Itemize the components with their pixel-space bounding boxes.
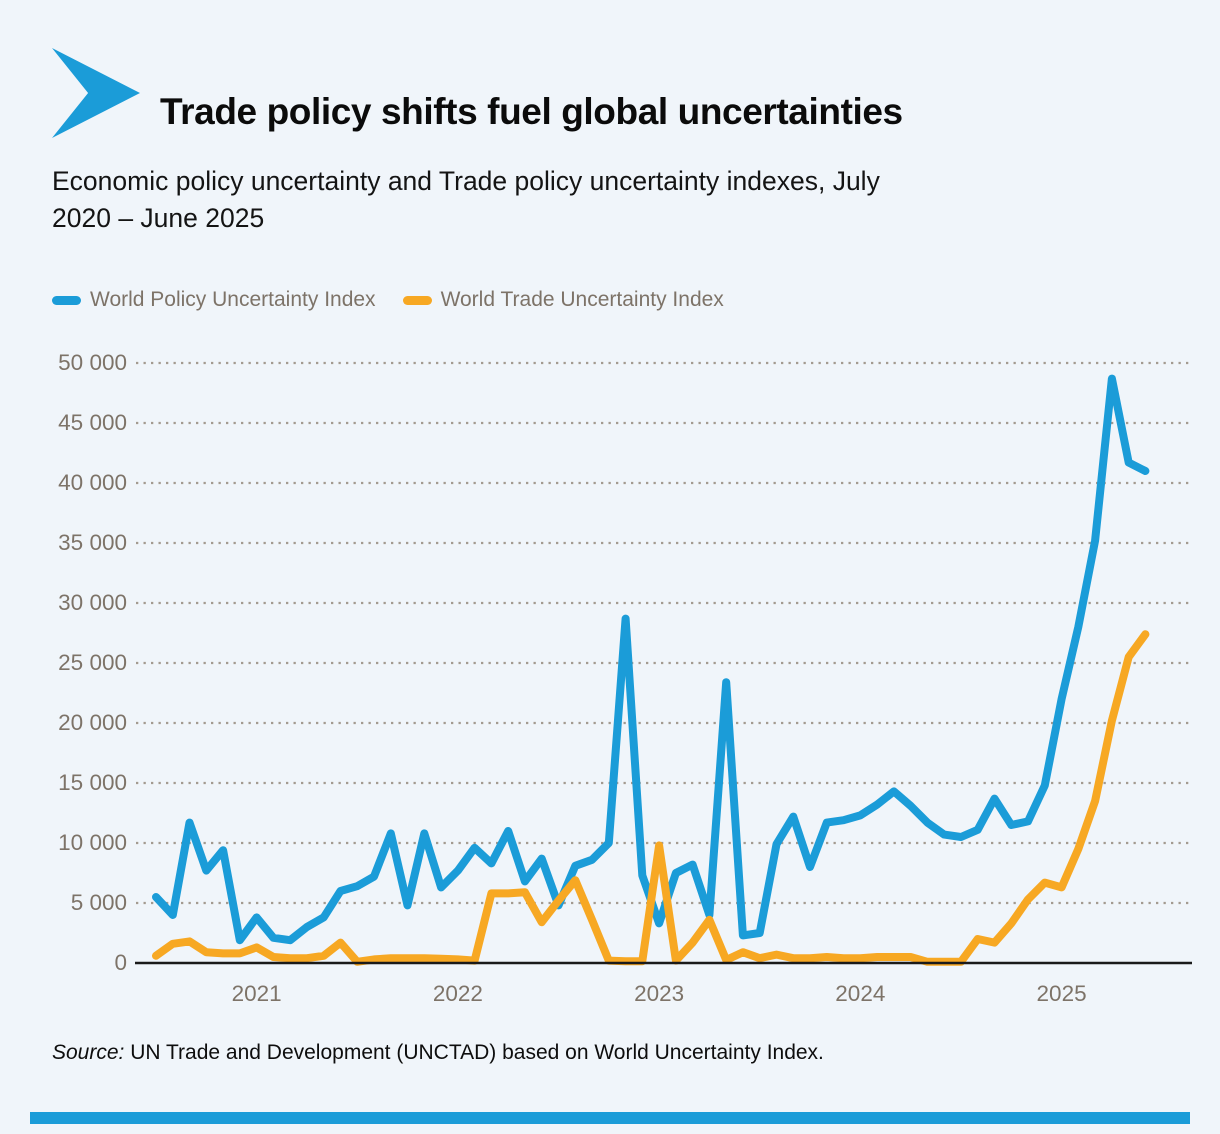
x-tick-label: 2021	[231, 981, 282, 1006]
y-tick-label: 25 000	[58, 650, 127, 675]
x-tick-label: 2024	[835, 981, 886, 1006]
footer-accent-bar	[30, 1112, 1190, 1124]
y-tick-label: 30 000	[58, 590, 127, 615]
chart-subtitle: Economic policy uncertainty and Trade po…	[52, 163, 1172, 237]
source-text: UN Trade and Development (UNCTAD) based …	[124, 1041, 824, 1064]
y-tick-label: 10 000	[58, 830, 127, 855]
trade-uncertainty-line	[152, 630, 1150, 966]
x-tick-label: 2025	[1036, 981, 1087, 1006]
policy-uncertainty-line	[152, 374, 1150, 945]
y-tick-label: 35 000	[58, 530, 127, 555]
y-tick-label: 20 000	[58, 710, 127, 735]
y-tick-label: 0	[114, 950, 127, 975]
legend-label-policy: World Policy Uncertainty Index	[90, 288, 376, 311]
legend-item-trade: World Trade Uncertainty Index	[402, 288, 724, 312]
chart-subtitle-line2: 2020 – June 2025	[52, 203, 265, 233]
y-tick-label: 5 000	[70, 890, 127, 915]
y-tick-label: 40 000	[58, 470, 127, 495]
legend: World Policy Uncertainty Index World Tra…	[52, 288, 724, 312]
page-title: Trade policy shifts fuel global uncertai…	[160, 90, 903, 132]
legend-label-trade: World Trade Uncertainty Index	[440, 288, 724, 311]
x-tick-label: 2022	[432, 981, 483, 1006]
source-prefix: Source:	[52, 1041, 125, 1064]
source-note: Source: UN Trade and Development (UNCTAD…	[52, 1041, 1172, 1065]
policy-line-swatch	[52, 295, 81, 305]
y-tick-label: 50 000	[58, 350, 127, 375]
x-tick-label: 2023	[634, 981, 685, 1006]
y-tick-label: 45 000	[58, 410, 127, 435]
chart-subtitle-line1: Economic policy uncertainty and Trade po…	[52, 166, 880, 196]
y-tick-label: 15 000	[58, 770, 127, 795]
trade-line-swatch	[402, 295, 432, 305]
legend-item-policy: World Policy Uncertainty Index	[52, 288, 376, 312]
